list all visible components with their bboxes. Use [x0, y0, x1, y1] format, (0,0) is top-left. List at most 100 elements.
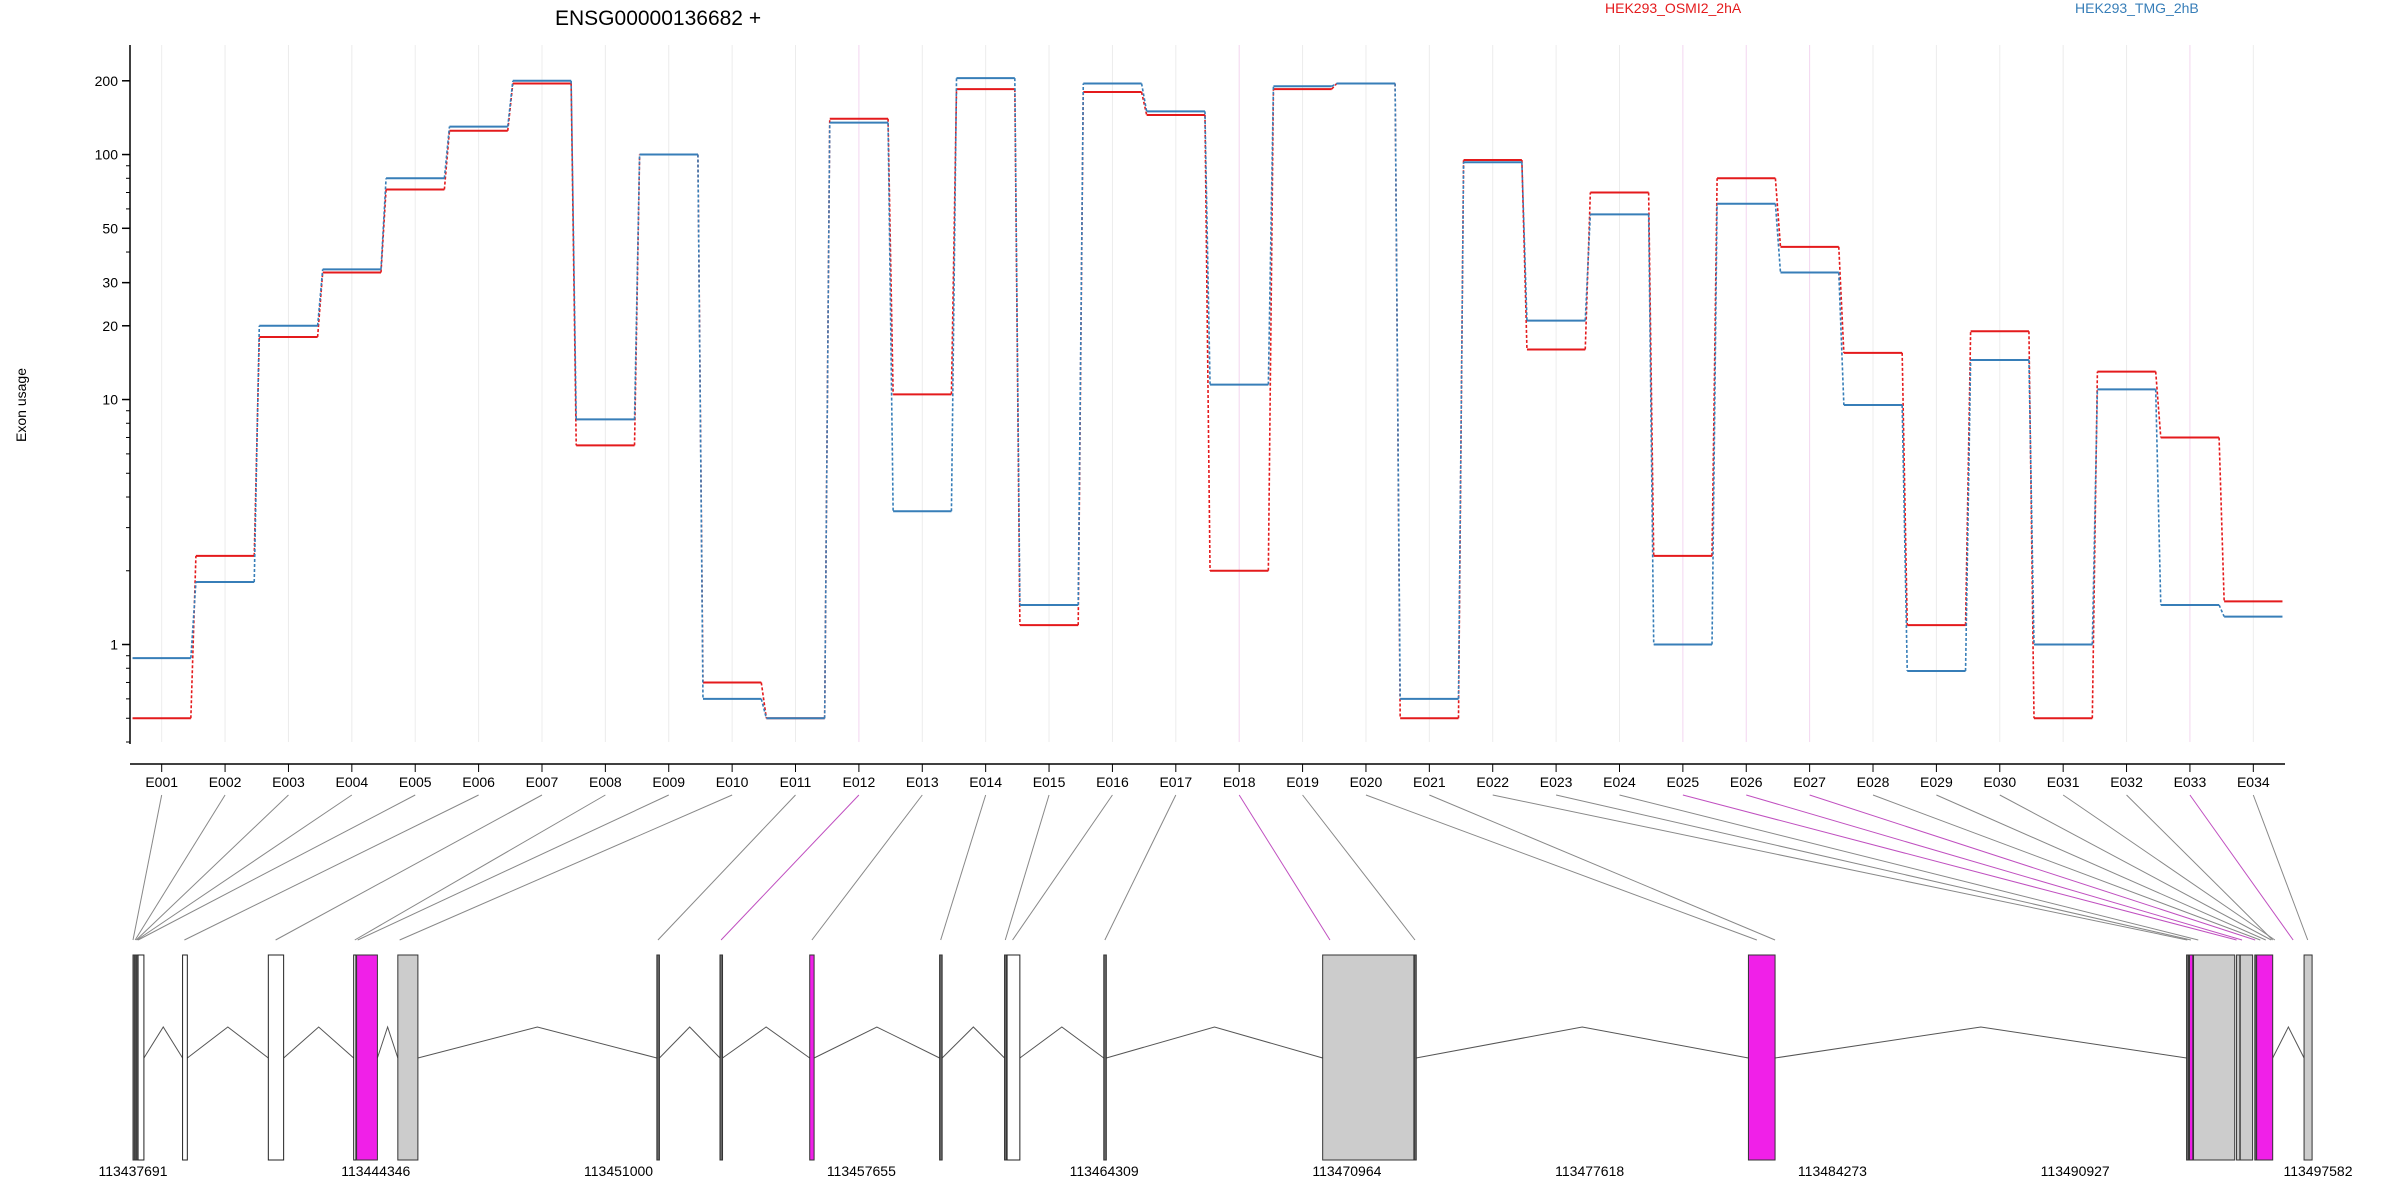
- intron: [1106, 1026, 1323, 1059]
- series-connector: [2028, 359, 2035, 645]
- x-tick-label-e024: E024: [1603, 774, 1636, 790]
- series-connector: [760, 698, 768, 719]
- series-connector: [1204, 111, 1211, 385]
- intron: [722, 1026, 811, 1059]
- exon-link: [1746, 794, 2243, 941]
- x-tick-label-e001: E001: [145, 774, 178, 790]
- series-connector: [1647, 214, 1655, 645]
- exon-link: [132, 794, 163, 941]
- x-tick-label-e031: E031: [2047, 774, 2080, 790]
- series-connector: [1711, 178, 1718, 556]
- gridlines: [161, 45, 2254, 742]
- x-tick-label-e026: E026: [1730, 774, 1763, 790]
- exon-link: [1682, 794, 2237, 941]
- exon-block: [356, 954, 378, 1161]
- exon-block: [719, 954, 724, 1161]
- exon-block: [1413, 954, 1417, 1161]
- x-tick-label-e012: E012: [843, 774, 876, 790]
- exon-block: [656, 954, 660, 1161]
- exon-link: [357, 794, 669, 941]
- series-connector: [1774, 203, 1782, 273]
- series-connector: [1014, 78, 1021, 605]
- x-tick-label-e022: E022: [1476, 774, 1509, 790]
- series-connector: [950, 89, 958, 395]
- series-connector: [506, 83, 514, 131]
- exon-block: [1747, 954, 1776, 1161]
- series-connector: [1901, 352, 1909, 626]
- genomic-coordinate-label: 113484273: [1798, 1163, 1867, 1179]
- genomic-coordinate-label: 113470964: [1312, 1163, 1381, 1179]
- exon-block: [2236, 954, 2241, 1161]
- series-connector: [190, 581, 197, 659]
- exon-block: [2303, 954, 2313, 1161]
- series-connector: [1077, 83, 1085, 605]
- exon-link: [135, 794, 289, 941]
- x-tick-label-e003: E003: [272, 774, 305, 790]
- genomic-coordinate-label: 113497582: [2283, 1163, 2352, 1179]
- series-connector: [697, 154, 704, 683]
- series-tmg: [132, 77, 2283, 720]
- exon-link: [275, 794, 543, 941]
- exon-block: [397, 954, 419, 1161]
- intron: [2272, 1025, 2305, 1059]
- y-tick-label: 10: [102, 392, 118, 408]
- exon-link: [2189, 794, 2294, 941]
- legend-label-tmg: HEK293_TMG_2hB: [2075, 0, 2199, 16]
- series-connector: [443, 130, 451, 190]
- series-connector: [1647, 192, 1655, 556]
- series-connector: [2218, 437, 2225, 602]
- intron: [143, 1026, 184, 1059]
- series-connector: [570, 80, 578, 420]
- series-connector: [1394, 83, 1401, 699]
- series-connector: [1267, 89, 1275, 571]
- series-connector: [1774, 178, 1782, 247]
- intron: [1774, 1026, 2187, 1059]
- exon-link: [354, 794, 606, 941]
- intron: [283, 1026, 355, 1059]
- series-connector: [316, 269, 324, 326]
- exon-link: [1872, 794, 2261, 941]
- series-connector: [1837, 272, 1845, 406]
- exon-link: [940, 794, 987, 941]
- series-connector: [633, 154, 641, 420]
- exon-link: [720, 794, 860, 941]
- exon-link: [2126, 794, 2274, 941]
- series-connector: [2154, 389, 2162, 605]
- series-connector: [570, 83, 578, 446]
- x-tick-label-e017: E017: [1159, 774, 1192, 790]
- exon-link: [1429, 794, 1776, 941]
- intron: [941, 1026, 1005, 1059]
- x-tick-label-e018: E018: [1223, 774, 1256, 790]
- chart-title: ENSG00000136682 +: [555, 7, 761, 30]
- exon-link: [1238, 794, 1331, 941]
- exon-block: [2256, 954, 2274, 1161]
- exon-link: [1619, 794, 2199, 941]
- x-tick-label-e027: E027: [1793, 774, 1826, 790]
- intron: [659, 1026, 721, 1059]
- y-axis-label: Exon usage: [13, 368, 29, 442]
- exon-connector-lines: [132, 794, 2309, 941]
- x-tick-label-e028: E028: [1857, 774, 1890, 790]
- series-connector: [2028, 331, 2035, 719]
- y-tick-label: 20: [102, 318, 118, 334]
- series-connector: [1584, 214, 1592, 321]
- exon-link: [811, 794, 923, 941]
- series-connector: [760, 682, 768, 719]
- y-tick-label: 50: [102, 220, 118, 236]
- x-tick-label-e009: E009: [652, 774, 685, 790]
- x-tick-label-e016: E016: [1096, 774, 1129, 790]
- x-tick-label-e029: E029: [1920, 774, 1953, 790]
- series-connector: [506, 80, 514, 127]
- intron: [376, 1025, 399, 1059]
- exon-link: [1302, 794, 1416, 941]
- exon-block: [353, 954, 357, 1161]
- series-connector: [443, 126, 451, 179]
- exon-link: [1104, 794, 1177, 941]
- exon-block: [809, 954, 815, 1161]
- x-tick-label-e033: E033: [2174, 774, 2207, 790]
- x-tick-label-e007: E007: [526, 774, 559, 790]
- series-connector: [1584, 192, 1592, 350]
- series-osmi2: [132, 82, 2283, 720]
- intron: [813, 1026, 940, 1059]
